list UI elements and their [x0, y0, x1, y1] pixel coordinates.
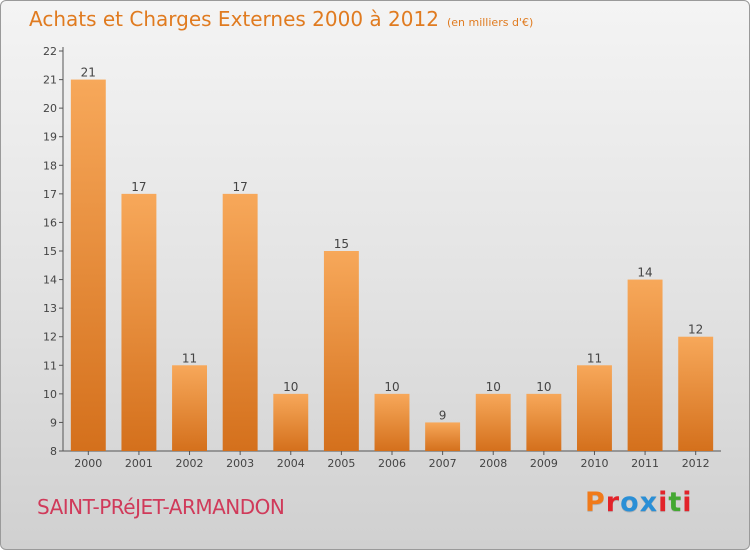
y-tick-label: 20 — [43, 102, 57, 115]
x-tick-label: 2004 — [277, 457, 305, 470]
y-tick-label: 16 — [43, 216, 57, 229]
logo-letter: i — [682, 487, 693, 518]
bar-2008 — [475, 393, 511, 451]
bar-2011 — [627, 279, 663, 451]
bar-value-label: 21 — [81, 66, 96, 80]
x-tick-label: 2003 — [226, 457, 254, 470]
bar-2009 — [526, 393, 562, 451]
bar-2000 — [70, 79, 106, 452]
x-tick-label: 2005 — [327, 457, 355, 470]
y-axis: 8 9 10 11 12 13 14 15 16 17 18 19 20 21 22 — [43, 45, 64, 458]
bar-2004 — [273, 393, 309, 451]
logo-letter: i — [658, 487, 669, 518]
x-tick-label: 2001 — [125, 457, 153, 470]
bar-value-label: 17 — [233, 180, 248, 194]
bar-2010 — [576, 365, 612, 451]
bar-2001 — [121, 193, 157, 451]
bar-value-label: 10 — [283, 380, 298, 394]
logo-letter: P — [585, 487, 606, 518]
x-axis: 2000 2001 2002 2003 2004 2005 2006 2007 2008 2009… — [63, 450, 721, 470]
y-tick-label: 17 — [43, 188, 57, 201]
bar-2002 — [172, 365, 208, 451]
bar-value-label: 14 — [637, 266, 652, 280]
y-tick-label: 12 — [43, 331, 57, 344]
x-tick-label: 2011 — [631, 457, 659, 470]
bar-2006 — [374, 393, 410, 451]
x-tick-label: 2010 — [580, 457, 608, 470]
chart-title-text: Achats et Charges Externes 2000 à 2012 — [29, 7, 439, 31]
y-tick-label: 14 — [43, 274, 57, 287]
y-tick-label: 22 — [43, 45, 57, 58]
logo-letter: t — [668, 487, 683, 518]
bar-2003 — [222, 193, 258, 451]
x-tick-label: 2009 — [530, 457, 558, 470]
bar-value-label: 12 — [688, 323, 703, 337]
logo-letter: x — [639, 487, 659, 518]
bar-value-label: 10 — [536, 380, 551, 394]
bar-value-label: 11 — [182, 351, 197, 365]
y-tick-label: 8 — [50, 445, 57, 458]
x-tick-label: 2007 — [429, 457, 457, 470]
chart-title: Achats et Charges Externes 2000 à 2012 (e… — [29, 7, 533, 31]
bar-2007 — [425, 422, 461, 451]
x-tick-label: 2000 — [74, 457, 102, 470]
bar-value-label: 17 — [131, 180, 146, 194]
y-tick-label: 9 — [50, 416, 57, 429]
bar-value-label: 11 — [587, 351, 602, 365]
bar-value-label: 9 — [439, 408, 447, 422]
x-tick-label: 2012 — [682, 457, 710, 470]
proxiti-logo: Proxiti — [585, 487, 693, 518]
y-tick-label: 13 — [43, 302, 57, 315]
y-tick-label: 10 — [43, 388, 57, 401]
x-tick-label: 2002 — [176, 457, 204, 470]
y-tick-label: 21 — [43, 74, 57, 87]
bars: 21 17 11 17 10 15 10 9 10 10 11 14 12 — [70, 66, 714, 452]
chart-unit-note: (en milliers d'€) — [446, 16, 534, 29]
x-tick-label: 2008 — [479, 457, 507, 470]
y-tick-label: 15 — [43, 245, 57, 258]
y-tick-label: 18 — [43, 159, 57, 172]
bar-value-label: 10 — [486, 380, 501, 394]
bar-value-label: 10 — [384, 380, 399, 394]
bar-value-label: 15 — [334, 237, 349, 251]
y-tick-label: 11 — [43, 359, 57, 372]
place-name: SAINT-PRéJET-ARMANDON — [37, 495, 285, 519]
logo-letter: o — [620, 487, 640, 518]
x-tick-label: 2006 — [378, 457, 406, 470]
y-tick-label: 19 — [43, 131, 57, 144]
logo-letter: r — [605, 487, 621, 518]
bar-2012 — [678, 336, 714, 451]
bar-2005 — [323, 251, 359, 451]
